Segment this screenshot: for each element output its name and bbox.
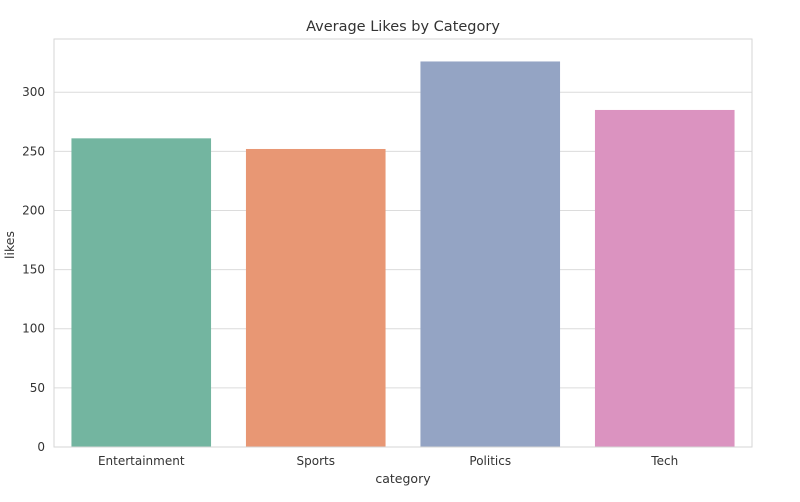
y-tick-label: 250: [22, 144, 45, 158]
y-tick-label: 50: [30, 381, 45, 395]
y-tick-label: 100: [22, 322, 45, 336]
bars: [71, 61, 735, 448]
y-tick-label: 200: [22, 203, 45, 217]
y-tick-label: 0: [37, 440, 45, 454]
plot-frame: [53, 38, 753, 448]
chart-title: Average Likes by Category: [306, 19, 500, 35]
y-tick-label: 300: [22, 85, 45, 99]
x-tick-label: Tech: [650, 454, 678, 468]
y-tick-label: 150: [22, 263, 45, 277]
tick-labels: 0 50 100 150 200 250 300 Entertainment Sports Pol…: [22, 85, 678, 468]
bar-sports: [245, 148, 386, 447]
bar-entertainment: [71, 138, 212, 448]
x-tick-label: Sports: [297, 454, 335, 468]
y-axis-label: likes: [2, 231, 17, 259]
x-axis-label: category: [375, 471, 431, 486]
bar-tech: [594, 109, 735, 448]
x-tick-label: Entertainment: [98, 454, 185, 468]
bar-politics: [420, 61, 561, 447]
x-tick-label: Politics: [469, 454, 511, 468]
